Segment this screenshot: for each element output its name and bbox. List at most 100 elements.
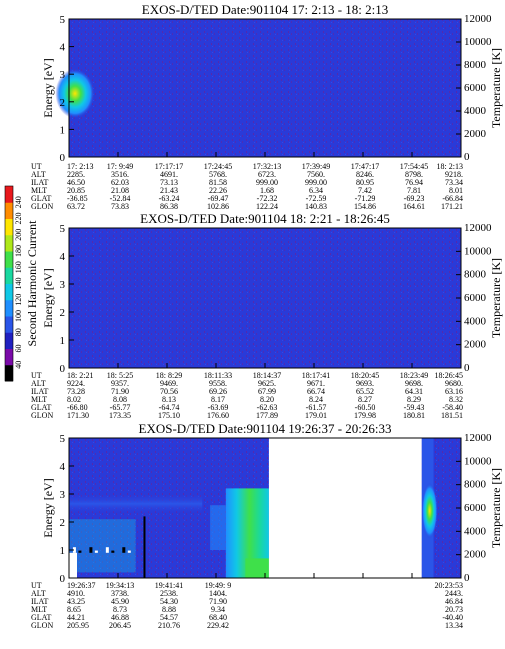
table-cell: -66.80 [67, 403, 88, 412]
table-cell: 9671. [307, 379, 325, 388]
table-cell: 9.34 [211, 605, 225, 614]
table-cell: 46.88 [111, 613, 129, 622]
table-cell: 6.34 [309, 186, 323, 195]
colorbar-swatch [5, 234, 13, 252]
table-cell: 181.51 [441, 411, 463, 420]
table-row-label: MLT [31, 605, 47, 614]
colorbar-tick: 60 [14, 345, 23, 353]
colorbar-tick: 80 [14, 328, 23, 336]
table-cell: 164.61 [403, 202, 425, 211]
table-row-label: GLAT [31, 613, 52, 622]
y-tick-label: 3 [60, 279, 66, 291]
table-cell: 8.88 [162, 605, 176, 614]
table-cell: 154.86 [354, 202, 376, 211]
colorbar-swatch [5, 218, 13, 236]
y2-tick-label: 6000 [464, 82, 487, 94]
table-cell: -71.29 [355, 194, 376, 203]
table-row-label: GLAT [31, 403, 52, 412]
colorbar-tick: 100 [14, 310, 23, 322]
table-cell: 8.65 [67, 605, 81, 614]
table-cell: 46.84 [445, 597, 463, 606]
table-cell: 8246. [356, 170, 374, 179]
y2-tick-label: 10000 [464, 36, 492, 48]
table-cell: 8.27 [358, 395, 372, 404]
y-tick-label: 3 [60, 69, 66, 81]
table-cell: 18: 8:29 [156, 371, 182, 380]
emission-blob [421, 482, 438, 539]
table-cell: -63.24 [159, 194, 180, 203]
y-tick-label: 2 [60, 517, 66, 529]
spectrogram-panel-1: EXOS-D/TED Date:901104 17: 2:13 - 18: 2:… [31, 2, 503, 211]
table-cell: 43.25 [67, 597, 85, 606]
table-cell: 45.90 [111, 597, 129, 606]
table-cell: -59.43 [404, 403, 425, 412]
y-tick-label: 0 [60, 573, 66, 585]
spike [127, 550, 131, 553]
table-cell: 1.68 [260, 186, 274, 195]
spike [94, 550, 98, 553]
table-cell: 8.13 [162, 395, 176, 404]
table-cell: 17:17:17 [155, 162, 183, 171]
table-cell: 999.00 [305, 178, 327, 187]
table-row-label: GLON [31, 411, 53, 420]
table-cell: 46.50 [67, 178, 85, 187]
table-cell: 999.00 [256, 178, 278, 187]
y2-tick-label: 6000 [464, 502, 487, 514]
table-row-label: MLT [31, 395, 47, 404]
table-cell: 17:47:17 [351, 162, 379, 171]
table-cell: 21.43 [160, 186, 178, 195]
table-row-label: GLON [31, 202, 53, 211]
table-cell: 63.72 [67, 202, 85, 211]
table-cell: 20.85 [67, 186, 85, 195]
y-tick-label: 4 [60, 461, 66, 473]
table-cell: 66.74 [307, 387, 325, 396]
table-cell: 102.86 [207, 202, 229, 211]
table-cell: 17:39:49 [302, 162, 330, 171]
y2-tick-label: 2000 [464, 339, 487, 351]
table-cell: 18: 2:13 [437, 162, 463, 171]
table-cell: 64.31 [405, 387, 423, 396]
table-cell: -36.85 [67, 194, 88, 203]
panel-title: EXOS-D/TED Date:901104 19:26:37 - 20:26:… [139, 421, 392, 436]
spike-line [143, 516, 146, 578]
emission-fringe [210, 505, 226, 550]
table-cell: -63.69 [208, 403, 229, 412]
table-cell: 176.60 [207, 411, 229, 420]
table-cell: 19:41:41 [155, 581, 183, 590]
table-cell: 177.89 [256, 411, 278, 420]
table-cell: 18:14:37 [253, 371, 281, 380]
table-cell: 205.95 [67, 621, 89, 630]
table-cell: 4910. [67, 589, 85, 598]
table-cell: 17: 2:13 [67, 162, 93, 171]
colorbar-swatch [5, 348, 13, 366]
y2-tick-label: 10000 [464, 245, 492, 257]
spike [89, 547, 93, 553]
table-cell: 44.21 [67, 613, 85, 622]
table-cell: 8.17 [211, 395, 225, 404]
table-cell: 81.58 [209, 178, 227, 187]
emission-core [245, 558, 269, 578]
table-cell: 9625. [258, 379, 276, 388]
table-cell: 180.81 [403, 411, 425, 420]
y2-axis-label: Temperature [K] [489, 468, 503, 548]
table-cell: 2285. [67, 170, 85, 179]
table-cell: 62.03 [111, 178, 129, 187]
table-cell: 63.16 [445, 387, 463, 396]
colorbar-tick: 220 [14, 213, 23, 225]
table-cell: -65.77 [110, 403, 131, 412]
table-cell: 122.24 [256, 202, 278, 211]
table-cell: 73.28 [67, 387, 85, 396]
spectrogram-panel-3: EXOS-D/TED Date:901104 19:26:37 - 20:26:… [31, 421, 503, 630]
table-cell: 8798. [405, 170, 423, 179]
table-cell: 71.90 [111, 387, 129, 396]
y-tick-label: 5 [60, 223, 66, 235]
y2-tick-label: 8000 [464, 59, 487, 71]
table-cell: 18: 2:21 [67, 371, 93, 380]
table-row-label: ILAT [31, 387, 48, 396]
table-cell: 8.02 [67, 395, 81, 404]
spike [78, 550, 82, 553]
table-row-label: ALT [31, 170, 46, 179]
table-cell: 67.99 [258, 387, 276, 396]
table-cell: 73.34 [445, 178, 463, 187]
y-tick-label: 1 [60, 545, 66, 557]
